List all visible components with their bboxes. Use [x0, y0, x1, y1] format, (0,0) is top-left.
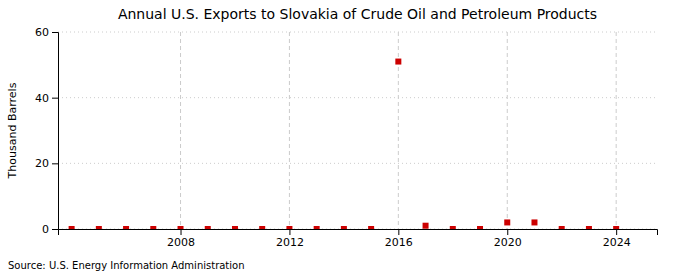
point — [368, 226, 374, 229]
point — [395, 59, 401, 65]
point — [423, 223, 429, 229]
point — [286, 226, 292, 229]
marks — [69, 59, 620, 229]
grid — [58, 32, 657, 229]
tick: 40 — [35, 92, 58, 105]
tick-mark — [52, 229, 58, 230]
tick-mark — [52, 98, 58, 99]
title: Annual U.S. Exports to Slovakia of Crude… — [118, 6, 597, 22]
point — [178, 226, 184, 229]
tick: 2016 — [385, 229, 413, 249]
tick: 0 — [42, 223, 58, 236]
point — [314, 226, 320, 229]
grid-line-y — [58, 32, 657, 33]
tick-mark — [52, 163, 58, 164]
annotation: Source: U.S. Energy Information Administ… — [8, 260, 245, 271]
plot: 2008 2012 2016 2020 2024 0 20 40 60 — [35, 26, 658, 249]
axis-line — [59, 230, 658, 236]
point — [232, 226, 238, 229]
grid-line-x — [616, 32, 617, 229]
grid-line-y — [58, 97, 657, 98]
point — [613, 226, 619, 229]
grid-line-y — [58, 163, 657, 164]
grid-line-x — [507, 32, 508, 229]
tick: 60 — [35, 26, 58, 39]
tick-label: 2012 — [276, 236, 304, 249]
tick-mark — [52, 32, 58, 33]
tick: 2020 — [494, 229, 522, 249]
point — [450, 226, 456, 229]
point — [123, 226, 129, 229]
x-axis: 2008 2012 2016 2020 2024 — [59, 229, 658, 249]
tick-mark — [181, 229, 182, 235]
grid-line-x — [180, 32, 181, 229]
y-axis: 0 20 40 60 — [35, 26, 59, 236]
tick-label: 2024 — [603, 236, 631, 249]
axis-line — [52, 33, 59, 230]
tick-label: 60 — [35, 26, 49, 39]
point — [586, 226, 592, 229]
tick-mark — [398, 229, 399, 235]
tick-label: 2016 — [385, 236, 413, 249]
point — [341, 226, 347, 229]
point — [531, 219, 537, 225]
tick: 20 — [35, 157, 58, 170]
point — [504, 219, 510, 225]
tick-label: 0 — [42, 223, 49, 236]
chart: 2008 2012 2016 2020 2024 0 20 40 60 Annual U.S. E… — [0, 0, 675, 275]
tick-label: 40 — [35, 92, 49, 105]
point — [559, 226, 565, 229]
point — [477, 226, 483, 229]
tick: 2008 — [167, 229, 195, 249]
tick: 2024 — [603, 229, 631, 249]
point — [69, 226, 75, 229]
point — [150, 226, 156, 229]
tick-mark — [289, 229, 290, 235]
tick-mark — [616, 229, 617, 235]
point — [259, 226, 265, 229]
tick-label: 2020 — [494, 236, 522, 249]
tick: 2012 — [276, 229, 304, 249]
point — [96, 226, 102, 229]
y-axis-title: Thousand Barrels — [6, 82, 19, 179]
tick-label: 2008 — [167, 236, 195, 249]
tick-label: 20 — [35, 157, 49, 170]
tick-mark — [507, 229, 508, 235]
grid-line-x — [289, 32, 290, 229]
point — [205, 226, 211, 229]
